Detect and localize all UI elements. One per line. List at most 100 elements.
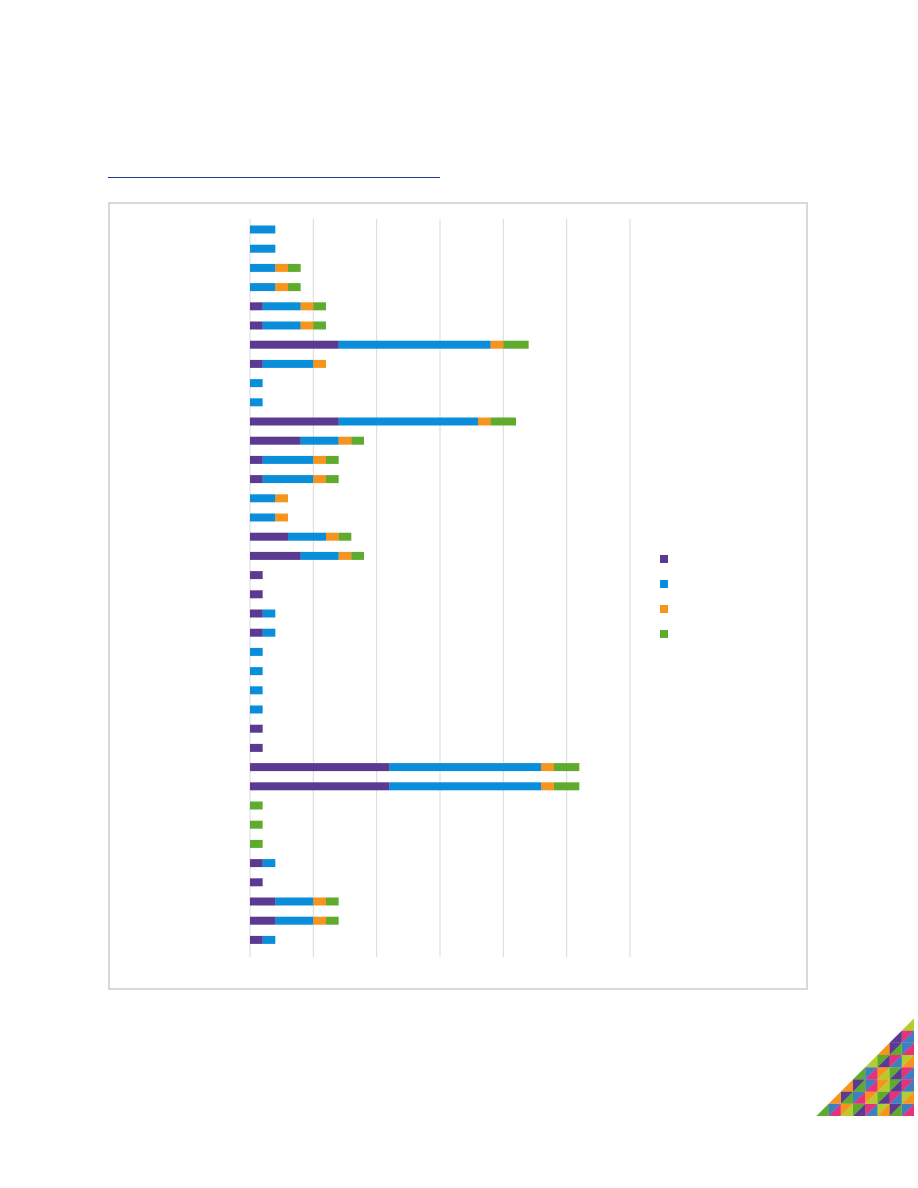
decor-triangle [901, 1079, 914, 1092]
bar-segment-row-12-series-2 [300, 436, 339, 445]
bar-segment-row-13-series-4 [325, 455, 339, 464]
decor-triangle [877, 1091, 890, 1104]
decor-triangle [901, 1018, 914, 1031]
bar-segment-row-13-series-1 [250, 455, 263, 464]
bar-segment-row-29-series-1 [250, 763, 390, 772]
bar-segment-row-16-series-3 [275, 513, 288, 522]
decor-triangle [865, 1067, 878, 1080]
decor-triangle [901, 1055, 914, 1068]
bar-segment-row-19-series-1 [250, 571, 263, 580]
bar-segment-row-17-series-1 [250, 532, 288, 541]
bar-segment-row-30-series-3 [541, 782, 554, 791]
bar-segment-row-17-series-2 [287, 532, 326, 541]
legend-item-series-4 [660, 630, 790, 655]
bar-segment-row-23-series-2 [250, 647, 263, 656]
bar-segment-row-6-series-1 [250, 321, 263, 330]
title-underline [108, 177, 440, 178]
decor-triangle [901, 1042, 914, 1055]
decor-triangle [877, 1042, 890, 1055]
legend-swatch-series-3 [660, 605, 668, 613]
decor-triangle [840, 1103, 853, 1116]
decor-triangle [877, 1091, 890, 1104]
bar-segment-row-29-series-3 [541, 763, 554, 772]
decor-triangle [889, 1091, 902, 1104]
decor-triangle [889, 1067, 902, 1080]
decor-triangle [865, 1079, 878, 1092]
decor-triangle [889, 1055, 902, 1068]
bar-segment-row-7-series-3 [490, 340, 504, 349]
decor-triangle [889, 1042, 902, 1055]
decor-triangle [877, 1055, 890, 1068]
decor-triangle [853, 1103, 866, 1116]
bar-segment-row-20-series-1 [250, 590, 263, 599]
bar-segment-row-32-series-4 [250, 820, 263, 829]
bar-segment-row-18-series-2 [300, 551, 339, 560]
bar-segment-row-5-series-4 [313, 302, 326, 311]
decor-triangle [853, 1079, 866, 1092]
bar-segment-row-8-series-2 [262, 359, 314, 368]
bar-segment-row-3-series-3 [275, 263, 288, 272]
bar-segment-row-12-series-4 [351, 436, 364, 445]
decor-triangle [901, 1067, 914, 1080]
decor-triangle [889, 1079, 902, 1092]
bar-segment-row-3-series-2 [250, 263, 276, 272]
decor-triangle [889, 1091, 902, 1104]
bar-segment-row-4-series-4 [287, 283, 301, 292]
chart-frame [108, 202, 808, 990]
bar-segment-row-22-series-2 [262, 628, 276, 637]
decor-triangle [877, 1103, 890, 1116]
decor-triangle [901, 1067, 914, 1080]
bar-segment-row-38-series-2 [262, 935, 276, 944]
decor-triangle [853, 1079, 866, 1092]
bar-segment-row-30-series-4 [553, 782, 580, 791]
legend-swatch-series-4 [660, 630, 668, 638]
bar-segment-row-2-series-2 [250, 244, 276, 253]
bar-segment-row-4-series-3 [275, 283, 288, 292]
bar-segment-row-29-series-2 [389, 763, 542, 772]
decor-triangle [889, 1079, 902, 1092]
bar-segment-row-1-series-2 [250, 225, 276, 234]
bar-segment-row-34-series-2 [262, 859, 276, 868]
bar-segment-row-24-series-2 [250, 667, 263, 676]
decor-triangle [901, 1103, 914, 1116]
bar-segment-row-37-series-2 [275, 916, 314, 925]
decor-triangle [828, 1091, 841, 1104]
decor-triangle [865, 1103, 878, 1116]
bar-segment-row-6-series-4 [313, 321, 326, 330]
bar-segment-row-14-series-3 [313, 475, 326, 484]
bar-segment-row-36-series-1 [250, 897, 276, 906]
bar-segment-row-36-series-2 [275, 897, 314, 906]
decor-triangle [889, 1103, 902, 1116]
bar-segment-row-5-series-1 [250, 302, 263, 311]
bar-segment-row-11-series-1 [250, 417, 339, 426]
bar-segment-row-8-series-3 [313, 359, 326, 368]
bar-segment-row-14-series-2 [262, 475, 314, 484]
bar-segment-row-17-series-3 [325, 532, 339, 541]
bar-segment-row-17-series-4 [338, 532, 352, 541]
decor-triangle [865, 1103, 878, 1116]
legend-swatch-series-2 [660, 580, 668, 588]
bar-segment-row-35-series-1 [250, 878, 263, 887]
bar-segment-row-18-series-4 [351, 551, 364, 560]
legend-item-series-3 [660, 605, 790, 630]
bar-segment-row-34-series-1 [250, 859, 263, 868]
decor-triangle [901, 1030, 914, 1043]
bar-segment-row-13-series-3 [313, 455, 326, 464]
decor-triangle [828, 1103, 841, 1116]
bar-segment-row-5-series-3 [300, 302, 314, 311]
bar-segment-row-7-series-1 [250, 340, 339, 349]
bar-segment-row-13-series-2 [262, 455, 314, 464]
legend-item-series-2 [660, 580, 790, 605]
bar-segment-row-10-series-2 [250, 398, 263, 407]
decor-triangle [901, 1030, 914, 1043]
bar-segment-row-30-series-2 [389, 782, 542, 791]
bar-segment-row-21-series-1 [250, 609, 263, 618]
decor-triangle [865, 1091, 878, 1104]
bar-segment-row-7-series-2 [338, 340, 491, 349]
bar-segment-row-11-series-3 [477, 417, 491, 426]
bar-segment-row-11-series-4 [490, 417, 516, 426]
decor-triangle [901, 1091, 914, 1104]
decor-triangle [889, 1055, 902, 1068]
